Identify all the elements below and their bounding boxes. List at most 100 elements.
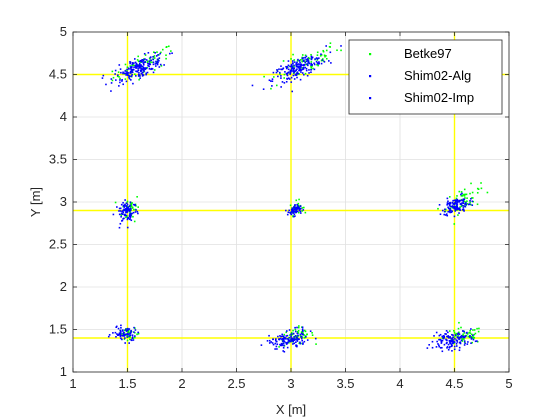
data-point xyxy=(471,200,474,203)
legend[interactable]: Betke97 Shim02-Alg Shim02-Imp xyxy=(348,39,503,115)
data-point xyxy=(129,65,132,67)
data-point xyxy=(289,212,292,215)
data-point xyxy=(472,200,475,203)
data-point xyxy=(278,346,280,348)
data-point xyxy=(465,334,468,337)
data-point xyxy=(471,336,473,338)
data-point xyxy=(325,55,327,57)
data-point xyxy=(461,199,463,202)
data-point xyxy=(301,207,304,209)
data-point xyxy=(291,210,293,212)
data-point xyxy=(285,331,288,334)
data-point xyxy=(307,61,310,64)
data-point xyxy=(136,70,139,73)
data-point xyxy=(441,350,444,353)
data-point xyxy=(453,199,456,202)
data-point xyxy=(170,50,172,52)
data-point xyxy=(275,338,277,340)
data-point xyxy=(125,205,127,207)
data-point xyxy=(289,73,291,75)
y-ticks: 1 1.5 2 2.5 3 3.5 4 4.5 5 xyxy=(49,24,509,379)
y-tick-label: 3.5 xyxy=(49,152,67,167)
data-point xyxy=(449,201,452,204)
data-point xyxy=(110,82,113,84)
data-point xyxy=(169,52,171,55)
data-point xyxy=(291,90,294,93)
data-point xyxy=(456,203,459,205)
data-point xyxy=(458,337,460,340)
data-point xyxy=(124,342,126,344)
data-point xyxy=(146,71,149,74)
data-point xyxy=(149,56,152,59)
data-point xyxy=(285,67,288,70)
data-point xyxy=(129,201,132,204)
data-point xyxy=(464,193,467,196)
data-point xyxy=(277,335,279,338)
data-point xyxy=(118,226,121,229)
data-point xyxy=(477,330,480,333)
data-point xyxy=(299,333,302,336)
data-point xyxy=(292,67,295,69)
data-point xyxy=(300,69,303,71)
data-point xyxy=(469,203,471,205)
data-point xyxy=(275,340,278,343)
data-point xyxy=(462,199,464,202)
data-point xyxy=(281,343,284,345)
data-point xyxy=(293,59,296,61)
data-point xyxy=(290,338,293,340)
data-point xyxy=(129,61,131,63)
data-point xyxy=(168,45,170,48)
data-point xyxy=(452,199,454,202)
data-point xyxy=(442,336,444,339)
data-point xyxy=(340,45,342,47)
data-point xyxy=(318,61,320,63)
data-point xyxy=(295,341,297,343)
data-point xyxy=(123,217,125,220)
data-point xyxy=(118,213,121,216)
data-point xyxy=(129,338,131,341)
data-point xyxy=(298,66,300,68)
data-point xyxy=(151,61,153,64)
data-point xyxy=(292,332,295,335)
data-point xyxy=(128,75,131,77)
data-point xyxy=(303,59,305,61)
data-point xyxy=(140,61,142,64)
x-tick-label: 1.5 xyxy=(118,376,136,391)
data-point xyxy=(317,63,319,65)
x-tick-label: 2 xyxy=(178,376,185,391)
data-point xyxy=(156,58,159,61)
data-point xyxy=(455,197,458,200)
data-point xyxy=(124,63,127,66)
data-point xyxy=(283,344,285,347)
data-point xyxy=(305,60,308,63)
data-point xyxy=(316,51,319,54)
data-point xyxy=(447,206,449,209)
data-point xyxy=(294,335,297,337)
data-point xyxy=(288,336,291,339)
data-point xyxy=(143,68,145,70)
data-point xyxy=(117,334,119,336)
data-point xyxy=(447,207,450,210)
data-point xyxy=(296,339,298,341)
data-point xyxy=(300,337,303,340)
data-point xyxy=(304,61,306,64)
data-point xyxy=(467,341,469,343)
data-point xyxy=(461,330,464,332)
data-point xyxy=(466,343,469,345)
data-point xyxy=(137,65,139,68)
data-point xyxy=(445,208,447,211)
data-point xyxy=(447,210,449,213)
data-point xyxy=(142,69,145,72)
data-point xyxy=(126,66,129,69)
data-point xyxy=(283,339,285,342)
data-point xyxy=(129,70,132,73)
data-point xyxy=(292,53,294,56)
data-point xyxy=(469,334,471,337)
data-point xyxy=(320,59,323,62)
data-point xyxy=(458,331,460,334)
data-point xyxy=(438,204,441,206)
data-point xyxy=(126,202,128,205)
data-point xyxy=(452,340,455,343)
data-point xyxy=(442,335,445,337)
data-point xyxy=(119,210,122,212)
